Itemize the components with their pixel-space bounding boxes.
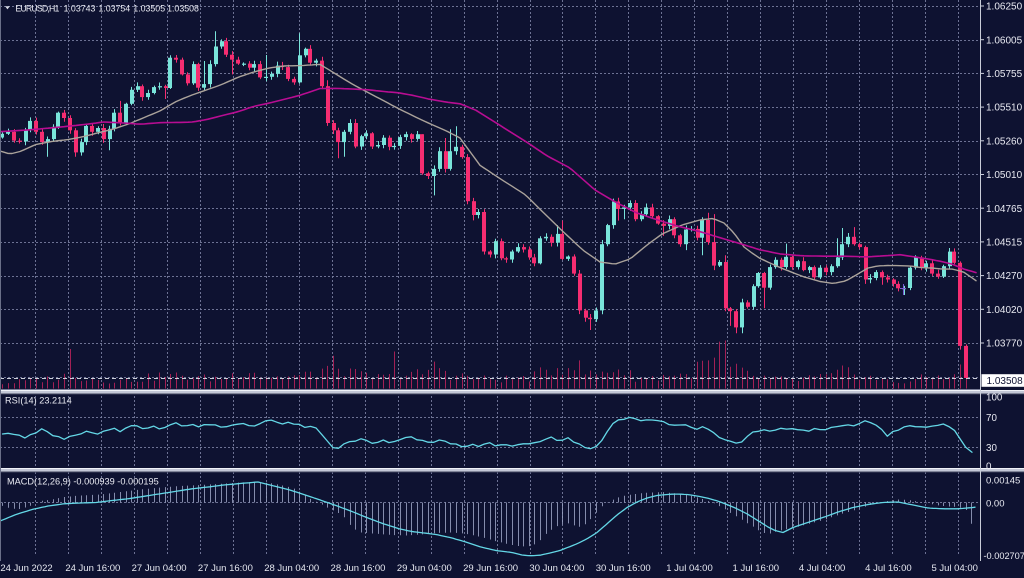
svg-text:1.05260: 1.05260: [986, 136, 1023, 147]
svg-text:5 Jul 04:00: 5 Jul 04:00: [931, 563, 977, 574]
svg-text:27 Jun 16:00: 27 Jun 16:00: [198, 563, 253, 574]
svg-text:1.05755: 1.05755: [986, 69, 1023, 80]
svg-text:1.06250: 1.06250: [986, 2, 1023, 13]
svg-text:EURUSD,H1: EURUSD,H1: [15, 4, 59, 14]
svg-text:29 Jun 16:00: 29 Jun 16:00: [463, 563, 518, 574]
svg-text:1.04020: 1.04020: [986, 305, 1023, 316]
svg-text:MACD(12,26,9) -0.000939 -0.000: MACD(12,26,9) -0.000939 -0.000195: [7, 477, 159, 487]
svg-text:0: 0: [986, 461, 992, 472]
svg-text:70: 70: [986, 413, 997, 424]
svg-text:1.03743: 1.03743: [64, 4, 96, 14]
svg-text:RSI(14) 23.2114: RSI(14) 23.2114: [5, 396, 72, 406]
svg-text:28 Jun 16:00: 28 Jun 16:00: [331, 563, 386, 574]
svg-text:1.03754: 1.03754: [98, 4, 130, 14]
svg-text:24 Jun 16:00: 24 Jun 16:00: [65, 563, 120, 574]
svg-text:30 Jun 04:00: 30 Jun 04:00: [529, 563, 584, 574]
svg-text:1.03508: 1.03508: [987, 376, 1024, 387]
svg-text:30: 30: [986, 443, 997, 454]
svg-text:1.05010: 1.05010: [986, 170, 1023, 181]
svg-text:1.06005: 1.06005: [986, 35, 1023, 46]
svg-text:1.04765: 1.04765: [986, 204, 1023, 215]
svg-text:1 Jul 16:00: 1 Jul 16:00: [733, 563, 779, 574]
svg-text:100: 100: [986, 393, 1003, 404]
svg-text:28 Jun 04:00: 28 Jun 04:00: [264, 563, 319, 574]
svg-text:1.04270: 1.04270: [986, 271, 1023, 282]
svg-text:-0.002707: -0.002707: [984, 551, 1024, 561]
svg-text:1.03508: 1.03508: [167, 4, 199, 14]
svg-text:24 Jun 2022: 24 Jun 2022: [0, 563, 52, 574]
svg-text:0.00: 0.00: [986, 498, 1005, 509]
svg-text:29 Jun 04:00: 29 Jun 04:00: [397, 563, 452, 574]
svg-text:1.03770: 1.03770: [986, 339, 1023, 350]
svg-text:1 Jul 04:00: 1 Jul 04:00: [666, 563, 712, 574]
svg-text:1.03505: 1.03505: [133, 4, 165, 14]
svg-text:30 Jun 16:00: 30 Jun 16:00: [596, 563, 651, 574]
svg-text:1.04515: 1.04515: [986, 238, 1023, 249]
svg-text:27 Jun 04:00: 27 Jun 04:00: [132, 563, 187, 574]
svg-text:1.05510: 1.05510: [986, 103, 1023, 114]
svg-text:4 Jul 04:00: 4 Jul 04:00: [799, 563, 845, 574]
svg-text:4 Jul 16:00: 4 Jul 16:00: [865, 563, 911, 574]
svg-text:0.00145: 0.00145: [986, 476, 1020, 487]
